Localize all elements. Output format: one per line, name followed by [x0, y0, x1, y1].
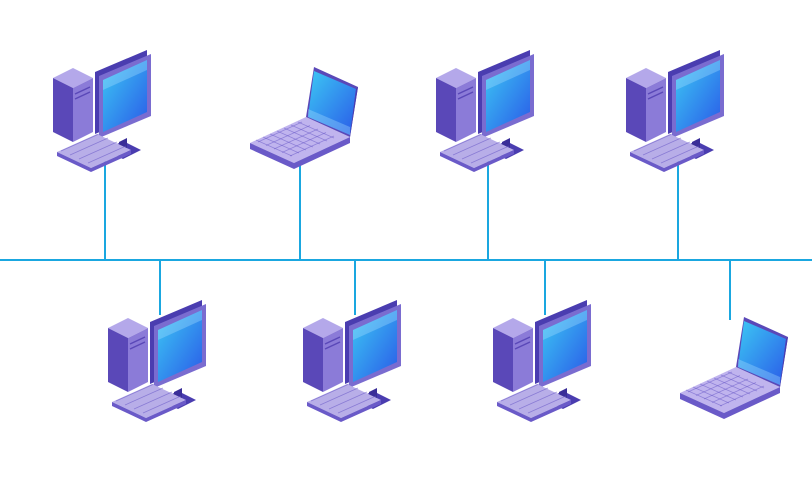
- laptop-icon: [250, 67, 358, 169]
- desktop-icon: [493, 300, 591, 422]
- desktop-icon: [53, 50, 151, 172]
- desktop-icon: [303, 300, 401, 422]
- bus-topology-diagram: [0, 0, 812, 500]
- wires-layer: [0, 160, 812, 320]
- laptop-icon: [680, 317, 788, 419]
- desktop-icon: [626, 50, 724, 172]
- desktop-icon: [108, 300, 206, 422]
- desktop-icon: [436, 50, 534, 172]
